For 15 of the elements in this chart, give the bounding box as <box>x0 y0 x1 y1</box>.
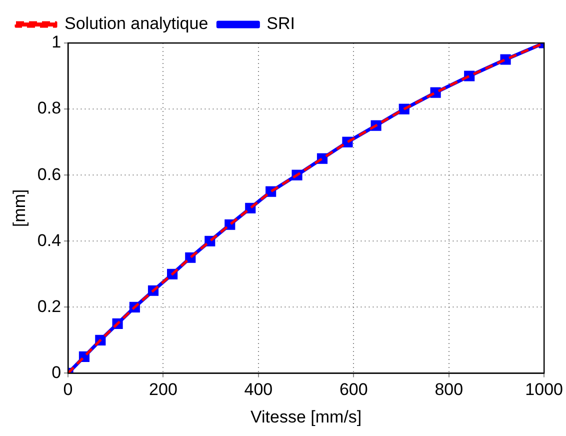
y-tick-label: 0 <box>52 362 62 382</box>
x-tick-label: 800 <box>434 380 464 400</box>
x-tick-label: 600 <box>339 380 368 400</box>
y-tick-label: 0.4 <box>37 230 62 250</box>
x-axis-title: Vitesse [mm/s] <box>250 407 362 426</box>
x-tick-label: 400 <box>244 380 273 400</box>
y-tick-label: 0.6 <box>37 164 62 184</box>
y-tick-label: 0.8 <box>37 98 62 118</box>
x-tick-label: 200 <box>149 380 178 400</box>
legend-label: SRI <box>266 14 296 34</box>
y-axis-title: [mm] <box>10 189 29 227</box>
y-tick-label: 1 <box>52 32 62 52</box>
legend-label: Solution analytique <box>64 14 208 34</box>
y-tick-label: 0.2 <box>37 296 62 316</box>
x-tick-label: 1000 <box>525 380 564 400</box>
